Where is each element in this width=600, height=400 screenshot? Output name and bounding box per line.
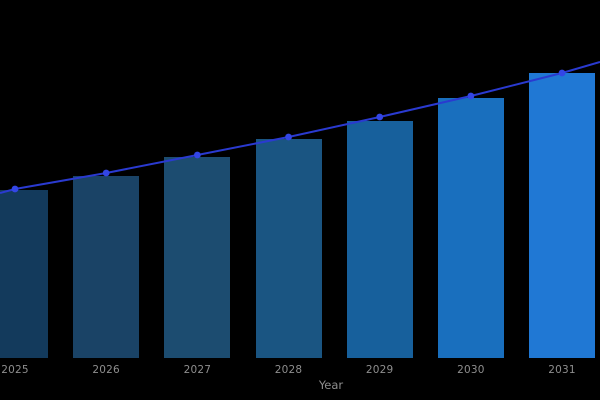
bar-2026 [73,176,140,358]
x-tick-2031: 2031 [548,364,576,376]
x-tick-2028: 2028 [274,364,303,376]
x-tick-2029: 2029 [365,364,394,376]
x-tick-2025: 2025 [1,364,29,376]
x-tick-2027: 2027 [183,364,212,376]
x-axis-title: Year [318,378,344,392]
x-tick-2026: 2026 [92,364,120,376]
x-tick-2030: 2030 [457,364,485,376]
bar-2025 [0,190,48,358]
